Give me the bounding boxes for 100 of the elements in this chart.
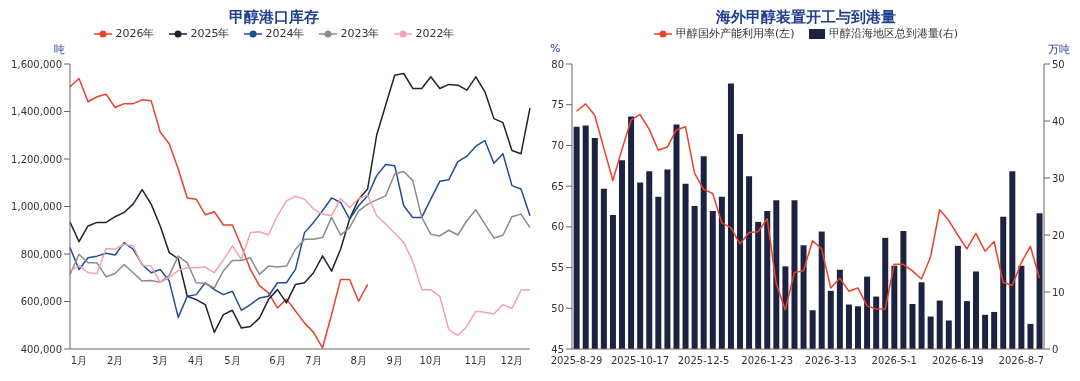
bar xyxy=(845,304,852,349)
y-tick-label: 1,200,000 xyxy=(11,153,62,165)
line-series xyxy=(575,103,1041,311)
bar xyxy=(591,138,598,349)
x-tick-label: 10月 xyxy=(419,355,443,367)
bar xyxy=(963,301,970,349)
y-tick-label: 1,400,000 xyxy=(11,106,62,118)
bar xyxy=(1009,171,1016,349)
bar xyxy=(936,300,943,349)
x-tick-label: 2026-3-13 xyxy=(804,355,857,367)
y-tick-label: 800,000 xyxy=(20,248,62,260)
bar xyxy=(827,290,834,349)
bar xyxy=(891,265,898,349)
bar xyxy=(691,205,698,349)
bar xyxy=(909,303,916,349)
y-tick-label: 50 xyxy=(551,302,564,314)
legend-label: 2025年 xyxy=(190,26,230,42)
y2-axis-title: 万吨 xyxy=(1048,42,1070,57)
x-tick-label: 7月 xyxy=(305,355,322,367)
chart-title: 甲醇港口库存 xyxy=(228,8,320,26)
legend-label: 甲醇国外产能利用率(左) xyxy=(675,26,795,42)
bar xyxy=(655,196,662,349)
bar xyxy=(809,310,816,349)
x-tick-label: 1月 xyxy=(70,355,88,367)
bar xyxy=(818,231,825,349)
bar xyxy=(1000,216,1007,349)
line-series xyxy=(69,72,531,334)
bar xyxy=(673,124,680,349)
y2-tick-label: 30 xyxy=(1052,172,1065,184)
x-tick-label: 2025-12-5 xyxy=(677,355,730,367)
chart-title: 海外甲醇装置开工与到港量 xyxy=(715,8,897,26)
x-tick-label: 2026-1-23 xyxy=(741,355,794,367)
bar xyxy=(700,156,707,349)
y-tick-label: 60 xyxy=(551,221,564,233)
x-tick-label: 6月 xyxy=(269,355,286,367)
bar xyxy=(782,266,789,349)
x-tick-label: 2025-10-17 xyxy=(611,355,670,367)
bar xyxy=(773,200,780,349)
line-series xyxy=(69,194,531,337)
y-tick-label: 55 xyxy=(551,262,564,274)
y2-tick-label: 40 xyxy=(1052,115,1065,127)
y-tick-label: 65 xyxy=(551,180,564,192)
bar xyxy=(954,245,961,349)
bar xyxy=(900,231,907,349)
x-tick-label: 2月 xyxy=(106,355,124,367)
legend-label: 甲醇沿海地区总到港量(右) xyxy=(828,26,959,42)
bar xyxy=(918,282,925,349)
y2-tick-label: 0 xyxy=(1052,343,1059,355)
bar xyxy=(855,306,862,349)
x-tick-label: 2026-6-19 xyxy=(931,355,984,367)
bar xyxy=(927,316,934,349)
y-tick-label: 1,000,000 xyxy=(11,201,62,213)
bar xyxy=(864,276,871,349)
line-series xyxy=(69,77,369,349)
y2-tick-label: 20 xyxy=(1052,229,1065,241)
legend-label: 2022年 xyxy=(415,26,455,42)
x-tick-label: 3月 xyxy=(152,355,169,367)
y-tick-label: 400,000 xyxy=(20,343,62,355)
bar xyxy=(628,116,635,349)
bar xyxy=(1036,213,1043,349)
bar xyxy=(582,125,589,349)
bar xyxy=(646,171,653,349)
x-tick-label: 2026-5-1 xyxy=(871,355,917,367)
x-tick-label: 2026-8-7 xyxy=(998,355,1044,367)
y-tick-label: 45 xyxy=(551,343,564,355)
legend-label: 2026年 xyxy=(115,26,155,42)
y-axis-title: % xyxy=(550,42,561,55)
line-series xyxy=(69,139,531,319)
bar xyxy=(755,221,762,349)
y-tick-label: 600,000 xyxy=(20,296,62,308)
y-tick-label: 1,600,000 xyxy=(11,58,62,70)
bar xyxy=(800,245,807,349)
bar xyxy=(882,237,889,349)
bar xyxy=(718,196,725,349)
bar xyxy=(664,169,671,349)
bar xyxy=(1027,323,1034,349)
x-tick-label: 2025-8-29 xyxy=(550,355,603,367)
legend-label: 2023年 xyxy=(340,26,380,42)
bar xyxy=(709,211,716,349)
bar xyxy=(609,215,616,349)
legend-label: 2024年 xyxy=(265,26,305,42)
x-tick-label: 4月 xyxy=(188,355,205,367)
y-tick-label: 75 xyxy=(551,99,564,111)
bar xyxy=(573,126,580,349)
y-tick-label: 80 xyxy=(551,58,564,70)
x-tick-label: 9月 xyxy=(386,355,403,367)
bar xyxy=(791,200,798,349)
y-tick-label: 70 xyxy=(551,139,564,151)
bar xyxy=(682,183,689,349)
bar xyxy=(727,83,734,349)
x-tick-label: 8月 xyxy=(350,355,367,367)
bar xyxy=(973,271,980,349)
x-tick-label: 12月 xyxy=(500,355,524,367)
bar xyxy=(600,188,607,349)
bar xyxy=(1018,265,1025,349)
y2-tick-label: 10 xyxy=(1052,286,1065,298)
x-tick-label: 5月 xyxy=(224,355,241,367)
bar xyxy=(637,182,644,349)
bar xyxy=(982,314,989,349)
bar xyxy=(945,320,952,349)
